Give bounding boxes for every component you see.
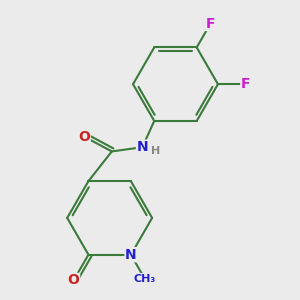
Text: N: N (125, 248, 137, 262)
Text: CH₃: CH₃ (134, 274, 156, 284)
Text: N: N (136, 140, 148, 154)
Text: F: F (206, 16, 215, 31)
Text: O: O (68, 273, 80, 287)
Text: O: O (78, 130, 90, 144)
Text: F: F (241, 77, 250, 91)
Text: H: H (151, 146, 160, 156)
